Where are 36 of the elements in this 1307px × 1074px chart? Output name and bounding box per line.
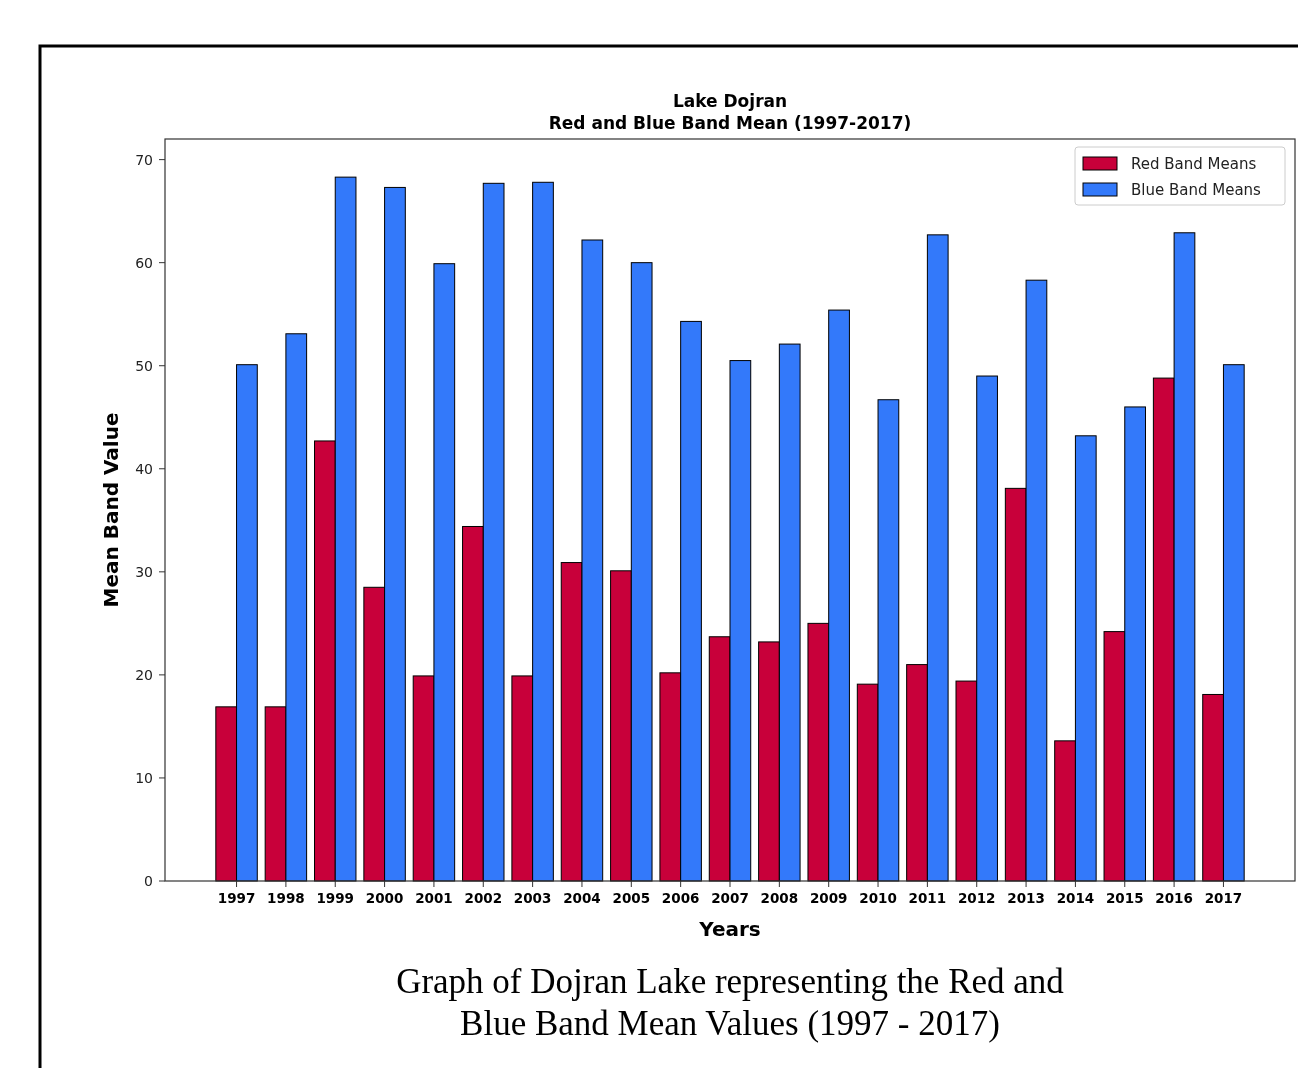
x-tick-label: 2001 <box>415 890 453 906</box>
x-tick-label: 2002 <box>464 890 503 906</box>
x-tick-label: 2012 <box>957 890 996 906</box>
x-tick-label: 2011 <box>908 890 947 906</box>
x-tick-label: 2004 <box>563 890 601 906</box>
x-tick-label: 1998 <box>267 890 305 906</box>
x-tick-label: 2005 <box>612 890 651 906</box>
x-tick-label: 2003 <box>513 890 552 906</box>
x-tick-label: 2009 <box>809 890 848 906</box>
y-tick-label: 70 <box>135 151 153 168</box>
chart-title: Lake Dojran <box>672 91 788 111</box>
x-tick-label: 2014 <box>1056 890 1095 906</box>
y-tick-label: 60 <box>135 254 153 271</box>
y-tick-label: 30 <box>135 563 153 580</box>
y-tick-label: 40 <box>135 460 153 477</box>
y-tick-label: 0 <box>144 872 153 889</box>
y-tick-label: 20 <box>135 666 153 683</box>
x-tick-label: 2015 <box>1105 890 1144 906</box>
x-tick-label: 2006 <box>661 890 700 906</box>
x-tick-label: 2007 <box>711 890 749 906</box>
x-tick-label: 1997 <box>217 890 256 906</box>
chart-subtitle: Red and Blue Band Mean (1997-2017) <box>548 113 912 133</box>
text: Graph of Dojran Lake representing the Red and Blue Band Mean Values (1997 - 2017) <box>396 962 1065 1043</box>
x-axis-title: Years <box>698 917 761 941</box>
y-tick-label: 50 <box>135 357 153 374</box>
y-axis-title: Mean Band Value <box>99 412 123 608</box>
x-tick-label: 2013 <box>1007 890 1045 906</box>
legend-label: Blue Band Means <box>1131 181 1262 200</box>
x-tick-label: 1999 <box>316 890 355 906</box>
legend-label: Red Band Means <box>1131 155 1257 174</box>
x-tick-label: 2000 <box>365 890 404 906</box>
x-tick-label: 2016 <box>1155 890 1193 906</box>
x-tick-label: 2017 <box>1204 890 1243 906</box>
y-tick-label: 10 <box>135 769 153 786</box>
x-tick-label: 2010 <box>859 890 897 906</box>
x-tick-label: 2008 <box>760 890 799 906</box>
